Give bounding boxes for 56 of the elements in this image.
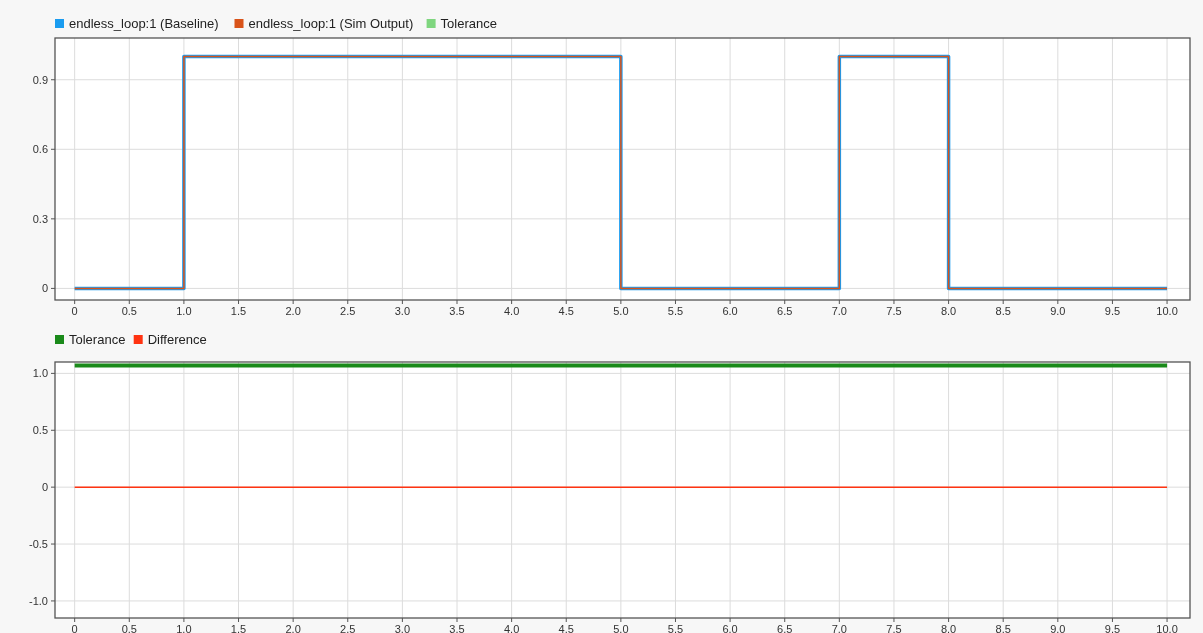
x-tick-label: 3.5 xyxy=(449,623,465,633)
x-tick-label: 2.0 xyxy=(285,623,301,633)
y-tick-label: 1.0 xyxy=(32,367,48,380)
x-tick-label: 1.0 xyxy=(176,305,192,317)
x-tick-label: 4.5 xyxy=(558,305,574,317)
y-tick-label: 0 xyxy=(41,481,48,494)
x-tick-label: 9.0 xyxy=(1050,305,1066,317)
x-tick-label: 2.5 xyxy=(340,623,356,633)
x-tick-label: 5.0 xyxy=(613,623,629,633)
x-tick-label: 9.5 xyxy=(1104,305,1121,317)
legend-label: Difference xyxy=(147,332,207,347)
y-tick-label: 0 xyxy=(41,282,48,295)
y-tick-label: 0.9 xyxy=(32,73,48,86)
x-tick-label: 10.0 xyxy=(1156,305,1178,317)
x-tick-label: 3.0 xyxy=(394,305,411,317)
x-tick-label: 6.5 xyxy=(777,305,793,317)
y-tick-label: -0.5 xyxy=(29,538,48,551)
y-tick-label: -1.0 xyxy=(29,594,48,607)
legend-label: endless_loop:1 (Sim Output) xyxy=(248,16,414,31)
x-tick-label: 4.0 xyxy=(503,623,520,633)
x-tick-label: 6.0 xyxy=(722,305,738,317)
x-tick-label: 8.0 xyxy=(940,623,957,633)
x-tick-label: 0.5 xyxy=(121,305,137,317)
y-tick-label: 0.3 xyxy=(32,212,48,225)
x-tick-label: 1.5 xyxy=(230,305,247,317)
x-tick-label: 9.5 xyxy=(1104,623,1121,633)
x-tick-label: 0 xyxy=(71,623,78,633)
x-tick-label: 6.5 xyxy=(777,623,793,633)
x-tick-label: 0 xyxy=(71,305,78,317)
legend-label: Tolerance xyxy=(440,16,497,31)
x-tick-label: 1.5 xyxy=(230,623,247,633)
x-tick-label: 10.0 xyxy=(1156,623,1178,633)
x-tick-label: 6.0 xyxy=(722,623,738,633)
x-tick-label: 3.5 xyxy=(449,305,465,317)
x-tick-label: 1.0 xyxy=(176,623,192,633)
x-tick-label: 7.0 xyxy=(831,305,847,317)
legend-label: Tolerance xyxy=(69,332,126,347)
y-tick-label: 0.5 xyxy=(32,424,48,437)
x-tick-label: 7.5 xyxy=(886,623,902,633)
x-tick-label: 5.5 xyxy=(667,305,684,317)
x-tick-label: 8.0 xyxy=(940,305,957,317)
legend-label: endless_loop:1 (Baseline) xyxy=(69,16,219,31)
x-tick-label: 3.0 xyxy=(394,623,411,633)
x-tick-label: 2.0 xyxy=(285,305,301,317)
x-tick-label: 5.0 xyxy=(613,305,629,317)
x-tick-label: 4.5 xyxy=(558,623,574,633)
x-tick-label: 7.0 xyxy=(831,623,847,633)
x-tick-label: 8.5 xyxy=(995,623,1011,633)
y-tick-label: 0.6 xyxy=(32,143,48,156)
x-tick-label: 0.5 xyxy=(121,623,137,633)
x-tick-label: 2.5 xyxy=(340,305,356,317)
x-tick-label: 4.0 xyxy=(503,305,520,317)
x-tick-label: 9.0 xyxy=(1050,623,1066,633)
x-tick-label: 5.5 xyxy=(667,623,684,633)
x-tick-label: 7.5 xyxy=(886,305,902,317)
x-tick-label: 8.5 xyxy=(995,305,1011,317)
